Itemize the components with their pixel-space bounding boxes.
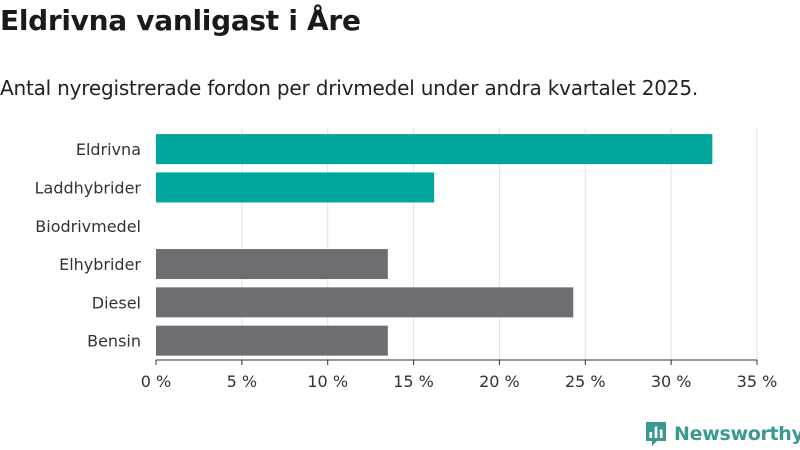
category-label: Bensin [87, 332, 141, 351]
x-tick-label: 10 % [307, 372, 348, 391]
x-tick-label: 35 % [737, 372, 778, 391]
newsworthy-logo-icon [646, 422, 666, 446]
x-tick-label: 15 % [393, 372, 434, 391]
chart-subtitle: Antal nyregistrerade fordon per drivmede… [0, 76, 699, 100]
category-label: Laddhybrider [35, 178, 142, 197]
category-label: Diesel [92, 293, 141, 312]
bar [156, 287, 574, 318]
x-tick-label: 30 % [651, 372, 692, 391]
x-tick-label: 20 % [479, 372, 520, 391]
category-label: Elhybrider [59, 255, 141, 274]
bar [156, 325, 388, 356]
category-label: Biodrivmedel [35, 217, 141, 236]
x-tick-label: 0 % [141, 372, 171, 391]
x-tick-label: 5 % [227, 372, 257, 391]
bar [156, 134, 713, 165]
brand-logo: Newsworthy [644, 420, 800, 448]
bar [156, 249, 388, 280]
chart-title: Eldrivna vanligast i Åre [0, 4, 361, 37]
bar [156, 172, 435, 203]
x-tick-label: 25 % [565, 372, 606, 391]
brand-name: Newsworthy [674, 423, 800, 445]
category-label: Eldrivna [76, 140, 141, 159]
